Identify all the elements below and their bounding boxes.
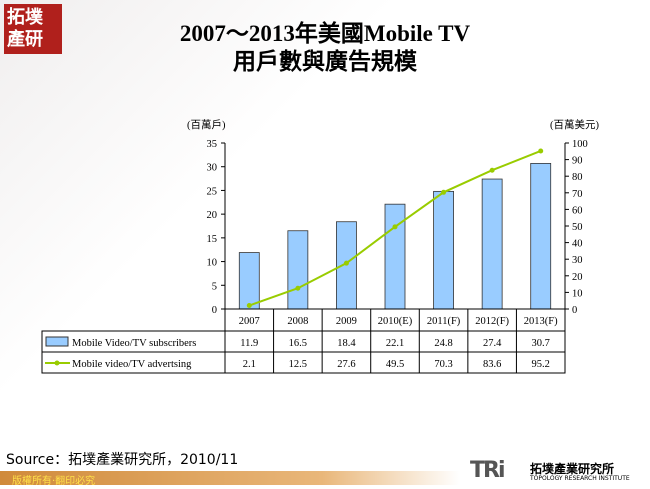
chart-title-line1: 2007～2013年美國Mobile TV bbox=[179, 21, 471, 46]
source-note: Source：拓墣產業研究所，2010/11 bbox=[6, 452, 239, 468]
right-tick-label: 90 bbox=[572, 156, 583, 167]
right-tick-label: 30 bbox=[572, 255, 583, 266]
category-label: 2013(F) bbox=[524, 316, 558, 327]
copyright: 版權所有‧翻印必究 bbox=[12, 476, 96, 487]
subscribers-value: 11.9 bbox=[240, 338, 258, 349]
category-label: 2007 bbox=[239, 316, 260, 327]
line-point bbox=[489, 167, 495, 173]
footer-bar: 版權所有‧翻印必究 bbox=[0, 471, 460, 487]
line-point bbox=[392, 224, 398, 230]
legend-bar-swatch bbox=[45, 336, 69, 347]
bar bbox=[287, 230, 309, 310]
bar bbox=[384, 203, 406, 310]
category-label: 2010(E) bbox=[378, 316, 413, 327]
left-tick-label: 10 bbox=[207, 258, 218, 269]
right-tick-label: 40 bbox=[572, 239, 583, 250]
category-label: 2012(F) bbox=[475, 316, 509, 327]
chart-title-line2: 用戶數與廣告規模 bbox=[233, 49, 417, 74]
line-point bbox=[538, 148, 544, 154]
bar bbox=[238, 252, 260, 310]
category-label: 2009 bbox=[336, 316, 357, 327]
line-point bbox=[343, 260, 349, 266]
logo: 拓墣 產研 bbox=[4, 4, 62, 54]
line-point bbox=[441, 189, 447, 195]
right-tick-label: 0 bbox=[572, 305, 577, 316]
advertising-value: 49.5 bbox=[386, 359, 404, 370]
subscribers-value: 30.7 bbox=[532, 338, 550, 349]
left-axis-label: (百萬戶) bbox=[187, 118, 226, 131]
right-tick-label: 20 bbox=[572, 272, 583, 283]
left-tick-label: 5 bbox=[212, 281, 217, 292]
line-point bbox=[246, 303, 252, 309]
bar bbox=[433, 190, 454, 310]
advertising-value: 83.6 bbox=[483, 359, 501, 370]
right-tick-label: 70 bbox=[572, 189, 583, 200]
left-tick-label: 15 bbox=[207, 234, 218, 245]
brand-logo: TRi 拓墣產業研究所 TOPOLOGY RESEARCH INSTITUTE bbox=[470, 458, 630, 483]
subscribers-value: 18.4 bbox=[337, 338, 356, 349]
subscribers-value: 27.4 bbox=[483, 338, 502, 349]
subscribers-value: 16.5 bbox=[289, 338, 307, 349]
category-label: 2011(F) bbox=[427, 316, 461, 327]
right-tick-label: 50 bbox=[572, 222, 583, 233]
advertising-value: 95.2 bbox=[532, 359, 550, 370]
bar bbox=[530, 162, 552, 310]
advertising-value: 2.1 bbox=[243, 359, 256, 370]
legend-line-label: Mobile video/TV advertsing bbox=[72, 359, 192, 370]
bar bbox=[481, 178, 503, 310]
advertising-value: 27.6 bbox=[337, 359, 355, 370]
legend-bar-label: Mobile Video/TV subscribers bbox=[72, 338, 196, 349]
left-tick-label: 25 bbox=[207, 186, 218, 197]
line-point bbox=[295, 285, 301, 291]
right-tick-label: 80 bbox=[572, 172, 583, 183]
left-tick-label: 20 bbox=[207, 210, 218, 221]
left-tick-label: 0 bbox=[212, 305, 217, 316]
right-tick-label: 60 bbox=[572, 205, 583, 216]
left-tick-label: 35 bbox=[207, 139, 218, 150]
right-tick-label: 100 bbox=[572, 139, 588, 150]
right-tick-label: 10 bbox=[572, 288, 583, 299]
category-label: 2008 bbox=[287, 316, 308, 327]
subscribers-value: 22.1 bbox=[386, 338, 404, 349]
legend-line-marker bbox=[54, 360, 60, 366]
left-tick-label: 30 bbox=[207, 163, 218, 174]
advertising-value: 12.5 bbox=[289, 359, 307, 370]
advertising-value: 70.3 bbox=[434, 359, 452, 370]
right-axis-label: (百萬美元) bbox=[550, 118, 599, 131]
subscribers-value: 24.8 bbox=[434, 338, 452, 349]
